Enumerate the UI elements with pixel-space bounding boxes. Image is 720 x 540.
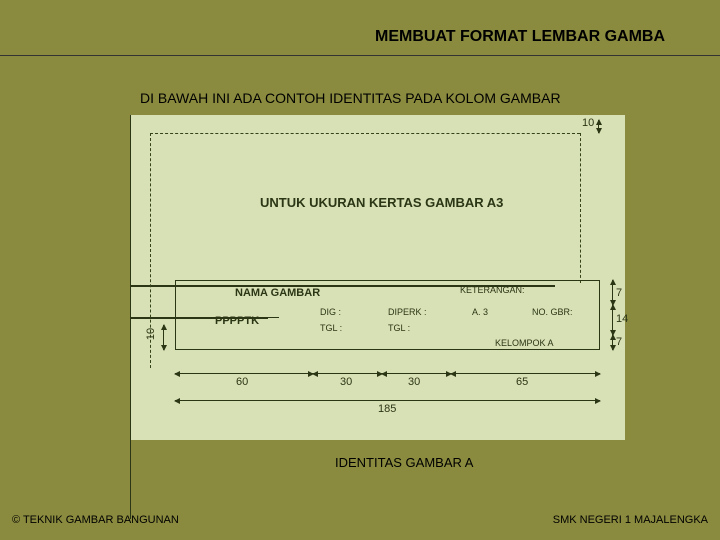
footer-right: SMK NEGERI 1 MAJALENGKA — [553, 514, 708, 526]
dim-left-margin: 10 — [145, 328, 157, 340]
tb-keterangan: KETERANGAN: — [460, 285, 525, 295]
dim-col4: 65 — [516, 376, 528, 388]
tb-pppptk: PPPPTK — [215, 315, 259, 327]
paper-size-label: UNTUK UKURAN KERTAS GAMBAR A3 — [260, 195, 503, 210]
dim-col3: 30 — [408, 376, 420, 388]
tb-nama-gambar: NAMA GAMBAR — [235, 287, 320, 299]
tb-kelompok: KELOMPOK A — [495, 338, 554, 348]
technical-diagram: 10 UNTUK UKURAN KERTAS GAMBAR A3 NAMA GA… — [130, 115, 625, 440]
tb-diperk: DIPERK : — [388, 307, 427, 317]
figure-caption: IDENTITAS GAMBAR A — [335, 455, 473, 470]
dim-col1: 60 — [236, 376, 248, 388]
dim-r-bot: 7 — [616, 336, 622, 348]
tb-tgl1: TGL : — [320, 323, 342, 333]
subtitle: DI BAWAH INI ADA CONTOH IDENTITAS PADA K… — [140, 90, 561, 106]
tb-tgl2: TGL : — [388, 323, 410, 333]
page-title: MEMBUAT FORMAT LEMBAR GAMBA — [375, 28, 665, 46]
tb-dig: DIG : — [320, 307, 341, 317]
dim-top-margin: 10 — [582, 117, 594, 129]
dim-col2: 30 — [340, 376, 352, 388]
dim-r-top: 7 — [616, 287, 622, 299]
footer-left: © TEKNIK GAMBAR BANGUNAN — [12, 514, 179, 526]
tb-a3: A. 3 — [472, 307, 488, 317]
header-divider — [0, 55, 720, 56]
tb-nogbr: NO. GBR: — [532, 307, 573, 317]
dim-total: 185 — [378, 403, 396, 415]
dim-r-mid: 14 — [616, 313, 628, 325]
